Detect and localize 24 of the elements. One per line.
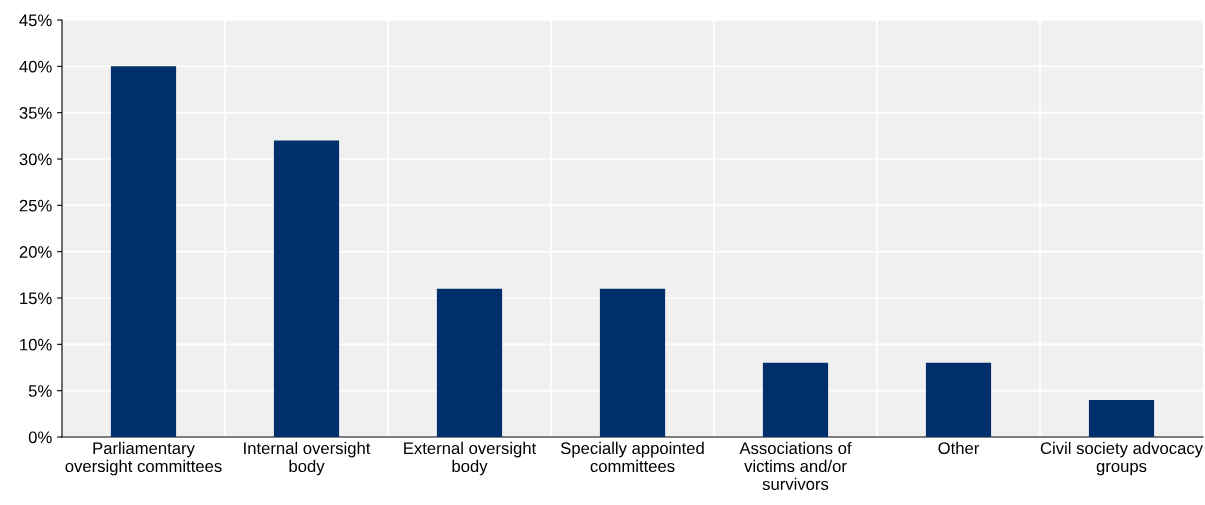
bar (1088, 399, 1155, 437)
y-tick-label: 20% (19, 246, 52, 258)
x-tick-label: Internal oversight body (244, 441, 371, 476)
bar (925, 362, 992, 437)
y-tick-label: 45% (19, 14, 52, 27)
y-tick-label: 35% (19, 107, 52, 119)
bar (273, 140, 340, 437)
y-tick-label: 25% (19, 199, 52, 212)
bar (599, 288, 666, 437)
bar (436, 288, 503, 437)
x-tick-label: Associations of victims and/or survivors (739, 441, 852, 491)
x-tick-label: Specially appointed committees (560, 441, 704, 473)
bar (110, 66, 177, 437)
y-tick-label: 15% (20, 292, 52, 305)
y-tick-label: 30% (19, 153, 52, 166)
y-tick-label: 5% (28, 385, 52, 397)
y-tick-label: 40% (19, 60, 52, 73)
x-tick-label: External oversight body (404, 441, 537, 476)
x-tick-label: Other (938, 441, 980, 455)
x-tick-label: Civil society advocacy groups (1040, 441, 1203, 476)
y-tick-label: 0% (28, 431, 52, 444)
y-tick-label: 10% (20, 338, 52, 351)
bar (762, 362, 829, 437)
x-tick-label: Parliamentary oversight committees (65, 441, 222, 476)
